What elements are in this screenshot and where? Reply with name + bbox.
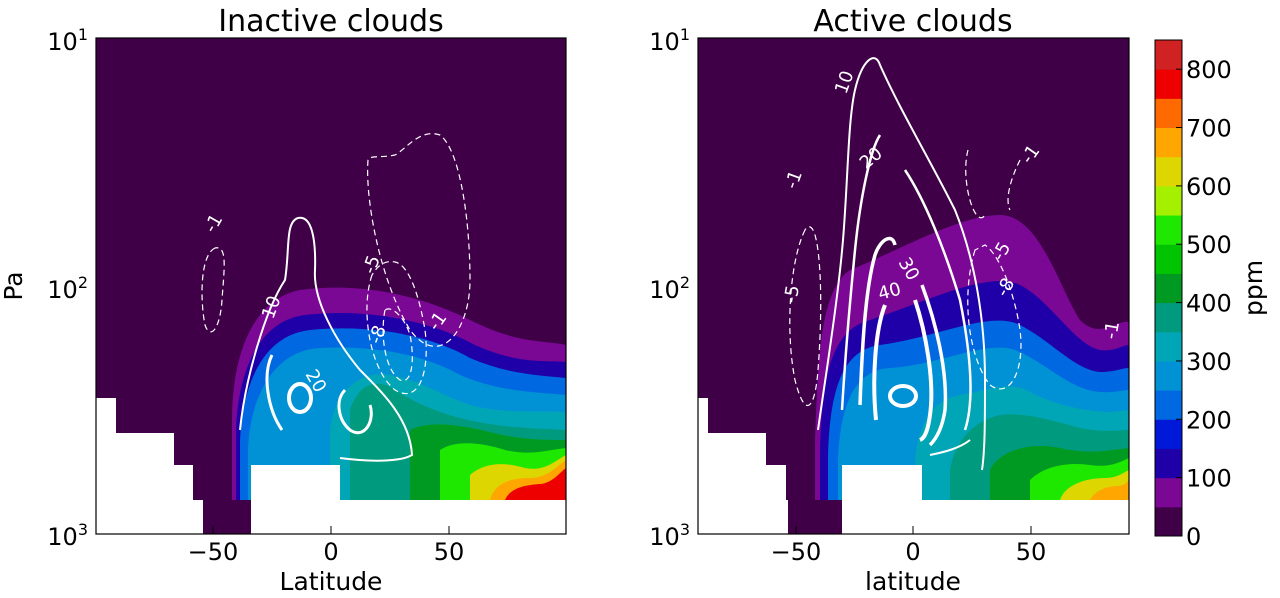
x-axis: −50 0 50 Latitude [188, 526, 465, 596]
contour-label: -1 [1100, 320, 1124, 341]
colorbar-tick-label: 500 [1186, 231, 1232, 259]
contour-line-30 [287, 382, 313, 414]
colorbar-swatch [1155, 390, 1182, 420]
contour-line-neg8 [382, 308, 413, 382]
y-tick-label: 103 [47, 520, 88, 551]
y-tick-label: 103 [649, 520, 690, 551]
colorbar-frame [1154, 39, 1183, 537]
contour-line-neg5 [366, 260, 427, 395]
x-axis-label: Latitude [280, 567, 383, 596]
terrain-mask [96, 398, 203, 534]
colorbar-tick-label: 800 [1186, 56, 1232, 84]
contour-line-neg1-left [201, 247, 225, 333]
panel-title: Active clouds [813, 4, 1012, 39]
colorbar-swatch [1155, 302, 1182, 333]
colorbar-swatch [1155, 419, 1182, 449]
x-tick-label: 50 [1016, 538, 1047, 566]
contour-line-neg1-right [367, 133, 471, 347]
colorbar-tick-label: 0 [1186, 523, 1201, 551]
contour-line-10 [239, 216, 414, 462]
colorbar-swatches [1155, 40, 1182, 537]
colorbar-tick-label: 200 [1186, 406, 1232, 434]
terrain-mask [842, 465, 1129, 534]
colorbar-swatch [1155, 477, 1182, 508]
colorbar-swatch [1155, 331, 1182, 362]
x-tick-label: 0 [905, 538, 920, 566]
filled-contours [698, 38, 1129, 534]
x-tick-label: 0 [323, 538, 338, 566]
colorbar-swatch [1155, 244, 1182, 274]
colorbar-swatch [1155, 69, 1182, 99]
colorbar-tick-label: 300 [1186, 348, 1232, 376]
contour-line-20 [840, 134, 972, 431]
colorbar-swatch [1155, 448, 1182, 479]
contour-line-neg1-right [965, 149, 1021, 219]
contour-label: -5 [780, 284, 804, 305]
colorbar-swatch [1155, 98, 1182, 129]
contour-line-50 [888, 384, 918, 408]
x-tick-label: −50 [188, 538, 239, 566]
contour-line-20 [265, 354, 373, 434]
contour-line-neg5 [967, 244, 1022, 390]
contour-line-30 [858, 236, 948, 447]
contour-line-neg1-left [789, 226, 822, 406]
colorbar-swatch [1155, 156, 1182, 187]
x-tick-label: −50 [771, 538, 822, 566]
panel-title: Inactive clouds [218, 4, 443, 39]
x-axis-label: latitude [865, 567, 961, 596]
panel-active: Active clouds [649, 4, 1130, 596]
filled-contours [96, 38, 566, 534]
y-tick-label: 102 [649, 273, 690, 304]
y-axis: 101 102 103 [649, 25, 690, 551]
contour-line-outer-10 [817, 57, 987, 471]
terrain-mask [251, 465, 566, 534]
colorbar-tick-label: 400 [1186, 290, 1232, 318]
colorbar-swatch [1155, 127, 1182, 158]
x-tick-label: 50 [434, 538, 465, 566]
colorbar-swatch [1155, 185, 1182, 216]
terrain-mask [698, 398, 788, 534]
colorbar-tick-label: 600 [1186, 173, 1232, 201]
colorbar: 0 100 200 300 400 500 600 700 800 ppm [1154, 39, 1268, 551]
contour-band-orange [1090, 480, 1129, 500]
colorbar-swatch [1155, 215, 1182, 245]
x-axis: −50 0 50 latitude [771, 526, 1047, 596]
y-axis: 101 102 103 Pa [0, 25, 88, 551]
contour-line-tail [929, 439, 971, 456]
colorbar-ticks: 0 100 200 300 400 500 600 700 800 [1176, 56, 1232, 551]
y-tick-label: 101 [649, 25, 690, 56]
colorbar-tick-label: 100 [1186, 465, 1232, 493]
y-axis-label: Pa [0, 271, 28, 300]
y-tick-label: 102 [47, 273, 88, 304]
contour-line-40 [872, 299, 934, 442]
contour-band-red [505, 468, 566, 500]
colorbar-label: ppm [1239, 260, 1268, 316]
colorbar-swatch [1155, 360, 1182, 391]
panel-inactive: Inactive clouds - [0, 4, 567, 596]
colorbar-swatch [1155, 506, 1182, 537]
colorbar-tick-label: 700 [1186, 115, 1232, 143]
y-tick-label: 101 [47, 25, 88, 56]
colorbar-swatch [1155, 273, 1182, 304]
colorbar-swatch [1155, 40, 1182, 70]
